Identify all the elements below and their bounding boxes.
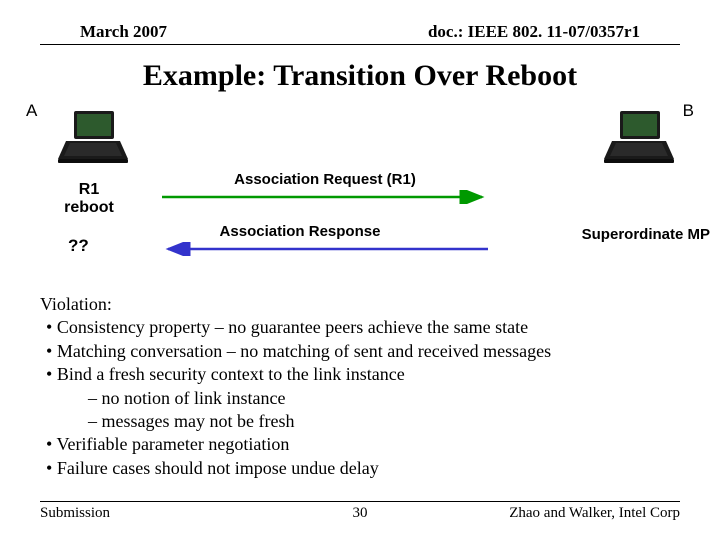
r1-reboot-label: R1 reboot: [54, 181, 124, 217]
bullet-5: Failure cases should not impose undue de…: [40, 457, 680, 480]
footer-rule: [40, 501, 680, 502]
bullet-3: Bind a fresh security context to the lin…: [40, 363, 680, 386]
bullet-3b: – messages may not be fresh: [40, 410, 680, 433]
header-rule: [40, 44, 680, 45]
arrow-right-icon: [160, 190, 490, 204]
footer: Submission 30 Zhao and Walker, Intel Cor…: [40, 501, 680, 522]
bullet-1: Consistency property – no guarantee peer…: [40, 316, 680, 339]
header-doc: doc.: IEEE 802. 11-07/0357r1: [428, 22, 640, 42]
question-marks: ??: [68, 236, 89, 256]
bullet-2: Matching conversation – no matching of s…: [40, 340, 680, 363]
node-a-label: A: [26, 101, 37, 121]
slide-title: Example: Transition Over Reboot: [0, 59, 720, 93]
arrow1-label: Association Request (R1): [160, 171, 490, 188]
superordinate-label: Superordinate MP: [582, 226, 710, 243]
bullet-3a: – no notion of link instance: [40, 387, 680, 410]
violation-heading: Violation:: [40, 293, 680, 316]
arrow-left-icon: [160, 242, 490, 256]
r1-text: R1: [79, 181, 99, 198]
footer-page-number: 30: [40, 505, 680, 522]
bullet-4: Verifiable parameter negotiation: [40, 433, 680, 456]
arrow2-label: Association Response: [160, 223, 490, 240]
node-b-label: B: [683, 101, 694, 121]
diagram-area: A B R1 reboot ?? Asso: [40, 101, 680, 281]
laptop-a-icon: [58, 109, 128, 169]
header-date: March 2007: [80, 22, 167, 42]
reboot-text: reboot: [64, 199, 114, 216]
arrows-group: Association Request (R1) Association Res…: [160, 171, 490, 261]
body-text: Violation: Consistency property – no gua…: [40, 293, 680, 480]
laptop-b-icon: [604, 109, 674, 169]
